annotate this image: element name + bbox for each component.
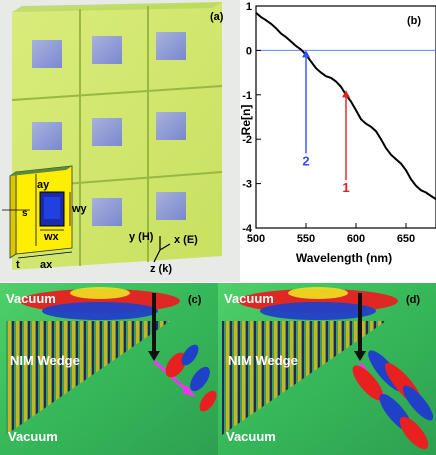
label-t: t [16,259,20,271]
y-axis-label: Re[n] [240,105,253,136]
annotation-arrowhead [342,90,350,98]
panel-a-tag: (a) [210,11,224,23]
cube-array [32,32,186,226]
y-tick-label: -2 [242,134,252,146]
y-tick-label: 1 [246,1,252,13]
y-tick-label: 0 [246,45,252,57]
label-s: s [22,208,28,219]
annotation-label: 1 [342,180,349,195]
field-map-d: Vacuum NIM Wedge Vacuum (d) [218,283,436,455]
panel-b-refractive-index-chart: 500 550 600 650 1 0 -1 -2 -3 -4 2 1 (b) Wavelength … [240,0,436,282]
y-tick-label: -3 [242,179,252,191]
structure-diagram: ay wy wx s t ax y (H) x (E) z (k) (a) [0,0,240,282]
annotation-arrowhead [302,50,310,58]
axes-triad [153,236,171,263]
panel-d-field-map: Vacuum NIM Wedge Vacuum (d) [218,283,436,455]
x-axis-label: Wavelength (nm) [296,251,392,265]
panel-c-field-map: Vacuum NIM Wedge Vacuum (c) [0,283,218,455]
unit-cell-inset [2,165,73,259]
y-tick-label: -1 [242,90,252,102]
panel-c-bottom-label: Vacuum [8,429,58,444]
panel-d-top-label: Vacuum [224,291,274,306]
axis-y-label: y (H) [129,231,154,243]
x-tick-label: 650 [397,233,415,245]
panel-c-middle-label: NIM Wedge [10,353,80,368]
nim-wedge-region [6,321,170,435]
annotation-label: 2 [302,153,309,168]
axis-z-label: z (k) [150,263,172,275]
label-wy: wy [71,203,88,215]
axis-x-label: x (E) [174,234,198,246]
panel-a-metamaterial-structure: ay wy wx s t ax y (H) x (E) z (k) (a) [0,0,240,282]
label-wx: wx [43,231,60,243]
y-tick-label: -4 [242,223,253,235]
label-ay: ay [37,179,50,191]
label-ax: ax [40,259,53,271]
field-map-c: Vacuum NIM Wedge Vacuum (c) [0,283,218,455]
panel-c-tag: (c) [188,294,202,306]
x-tick-label: 600 [347,233,365,245]
panel-c-top-label: Vacuum [6,291,56,306]
x-tick-label: 550 [297,233,315,245]
panel-d-middle-label: NIM Wedge [228,353,298,368]
x-tick-label: 500 [247,233,265,245]
nim-wedge-region-d [222,321,386,435]
chart-svg: 500 550 600 650 1 0 -1 -2 -3 -4 2 1 (b) Wavelength … [240,1,436,265]
panel-b-tag: (b) [407,15,421,27]
panel-d-bottom-label: Vacuum [226,429,276,444]
panel-d-tag: (d) [406,294,420,306]
